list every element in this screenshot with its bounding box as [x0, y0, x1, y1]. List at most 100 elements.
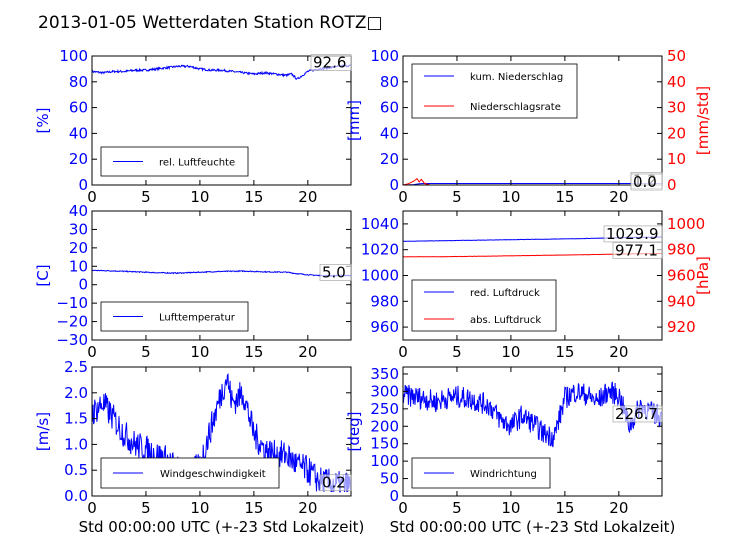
x-tick-label: 15: [555, 343, 574, 361]
legend: Windrichtung: [411, 457, 551, 489]
x-tick-label: 10: [190, 499, 209, 517]
y2-tick-label: 40: [667, 73, 686, 91]
y-tick-label: 1000: [361, 267, 399, 285]
y-tick-label: 40: [69, 124, 88, 142]
y-tick-label: 350: [370, 365, 399, 383]
x-tick-label: 5: [141, 188, 151, 206]
value-annotation: 1029.9: [606, 225, 659, 243]
y-tick-label: 300: [370, 382, 399, 400]
y2-tick-label: 50: [667, 47, 686, 65]
legend-frame: [411, 279, 557, 332]
x-tick-label: 15: [555, 499, 574, 517]
x-axis-label: Std 00:00:00 UTC (+-23 Std Lokalzeit): [390, 518, 676, 536]
x-tick-label: 0: [87, 188, 97, 206]
axes-frame: [402, 55, 663, 186]
x-tick-label: 15: [244, 343, 263, 361]
value-annotation-box: [630, 173, 663, 191]
y-tick-label: 80: [69, 73, 88, 91]
x-tick-label: 10: [190, 343, 209, 361]
y2-tick-label: 940: [667, 292, 696, 310]
y-tick-label: 1.0: [64, 435, 88, 453]
y-tick-label: −30: [56, 331, 88, 349]
legend-label: Windgeschwindigkeit: [160, 469, 266, 480]
value-annotation-box: [310, 54, 352, 71]
y-tick-label: 2.5: [64, 358, 88, 376]
value-annotation: 226.7: [615, 405, 658, 423]
y-tick-label: 30: [69, 220, 88, 238]
y-tick-label: 0: [389, 487, 399, 505]
y-axis-label: [mm]: [345, 100, 363, 141]
x-tick-label: 5: [452, 499, 462, 517]
y-tick-label: 1.5: [64, 410, 88, 428]
x-tick-label: 10: [501, 188, 520, 206]
y-tick-label: 10: [69, 257, 88, 275]
x-tick-label: 0: [398, 188, 408, 206]
x-tick-label: 5: [141, 499, 151, 517]
y-tick-label: 40: [380, 124, 399, 142]
value-annotation: 0.0: [633, 173, 657, 191]
y-tick-label: 60: [69, 99, 88, 117]
y-tick-label: 60: [380, 99, 399, 117]
y-tick-label: 20: [380, 150, 399, 168]
legend-label: rel. Luftfeuchte: [159, 158, 235, 169]
y-tick-label: 250: [370, 400, 399, 418]
x-tick-label: 0: [398, 343, 408, 361]
legend: Windgeschwindigkeit: [100, 457, 280, 489]
legend-label: Windrichtung: [470, 469, 537, 480]
y2-tick-label: 980: [667, 241, 696, 259]
y-tick-label: −20: [56, 313, 88, 331]
y2-tick-label: 20: [667, 124, 686, 142]
x-tick-label: 20: [609, 188, 628, 206]
x-tick-label: 20: [609, 343, 628, 361]
y-tick-label: 50: [380, 470, 399, 488]
y-tick-label: 100: [59, 47, 88, 65]
y-tick-label: 40: [69, 202, 88, 220]
y-tick-label: 980: [370, 292, 399, 310]
value-annotation-box: [319, 264, 352, 281]
series-line-temperature-0: [92, 269, 351, 278]
y-tick-label: 0: [78, 176, 88, 194]
x-tick-label: 5: [141, 343, 151, 361]
value-annotation: 5.0: [322, 264, 346, 282]
page-title: 2013-01-05 Wetterdaten Station ROTZ□: [38, 13, 383, 33]
x-tick-label: 10: [501, 499, 520, 517]
axes-frame: [91, 55, 352, 186]
series-line-wind_speed-0: [92, 373, 351, 493]
y2-axis-label: [hPa]: [694, 256, 712, 295]
y-tick-label: 1020: [361, 241, 399, 259]
y-tick-label: 20: [69, 150, 88, 168]
x-tick-label: 0: [87, 343, 97, 361]
series-line-rain-1: [403, 177, 662, 185]
legend-label: kum. Niederschlag: [470, 72, 563, 83]
legend-label: Lufttemperatur: [159, 313, 236, 324]
y-axis-label: [deg]: [345, 412, 363, 452]
y-tick-label: 20: [69, 239, 88, 257]
y2-tick-label: 960: [667, 267, 696, 285]
x-tick-label: 5: [452, 343, 462, 361]
y-tick-label: 1040: [361, 215, 399, 233]
x-tick-label: 10: [501, 343, 520, 361]
series-line-wind_dir-0: [403, 381, 662, 448]
panel-rain: 0 5 10 15 20 0 20 40 60 80 100 0 10 20 30 40 50 [mm] [mm/s…: [345, 47, 712, 206]
legend-label: abs. Luftdruck: [470, 315, 541, 326]
y-tick-label: 0: [389, 176, 399, 194]
y-axis-label: [m/s]: [34, 412, 52, 451]
legend-label: Niederschlagsrate: [470, 102, 561, 113]
x-tick-label: 20: [298, 499, 317, 517]
x-tick-label: 5: [452, 188, 462, 206]
x-tick-label: 20: [298, 343, 317, 361]
x-tick-label: 15: [244, 499, 263, 517]
y-tick-label: −10: [56, 294, 88, 312]
legend-label: red. Luftdruck: [470, 288, 540, 299]
y-tick-label: 200: [370, 417, 399, 435]
y-tick-label: 100: [370, 452, 399, 470]
legend-frame: [411, 63, 578, 119]
value-annotation-box: [319, 474, 352, 491]
y2-axis-label: [mm/std]: [694, 86, 712, 155]
y-axis-label: [C]: [34, 264, 52, 286]
y2-tick-label: 1000: [667, 215, 705, 233]
y-tick-label: 80: [380, 73, 399, 91]
x-tick-label: 0: [398, 499, 408, 517]
